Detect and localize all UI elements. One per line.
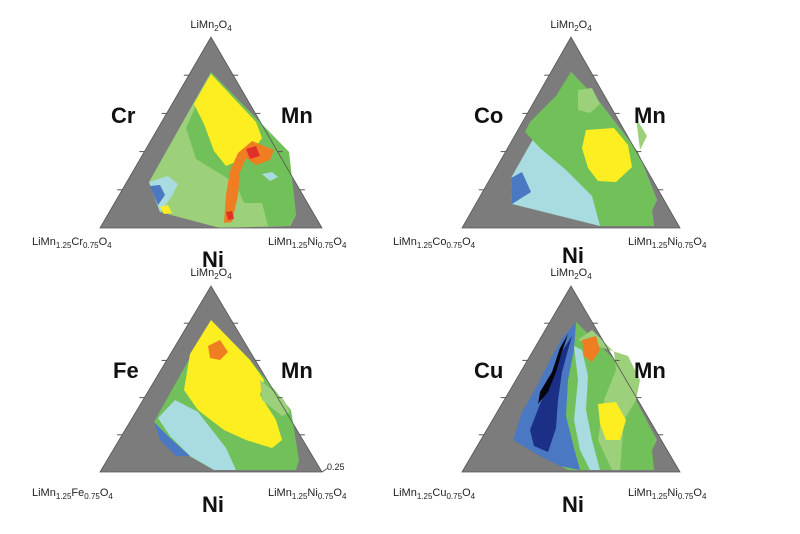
side-label-bottom: Ni: [202, 492, 224, 517]
panel-fe: 0.25 LiMn2O4 LiMn1.25Fe0.75O4 LiMn1.25Ni…: [32, 267, 347, 517]
triangle-outline: [99, 36, 323, 229]
corner-label-left: LiMn1.25Co0.75O4: [393, 236, 476, 250]
corner-label-right: LiMn1.25Ni0.75O4: [628, 236, 707, 250]
side-label-right: Mn: [281, 358, 313, 383]
contour-map: [513, 322, 657, 470]
corner-label-top: LiMn2O4: [550, 267, 592, 281]
side-label-right: Mn: [634, 103, 666, 128]
side-label-left: Cu: [474, 358, 503, 383]
triangle-outline: [461, 36, 681, 229]
corner-label-right: LiMn1.25Ni0.75O4: [628, 487, 707, 501]
corner-label-left: LiMn1.25Cu0.75O4: [393, 487, 476, 501]
triangle-outline: [99, 285, 323, 473]
corner-label-top: LiMn2O4: [190, 267, 232, 281]
corner-label-top: LiMn2O4: [550, 19, 592, 33]
corner-label-left: LiMn1.25Fe0.75O4: [32, 487, 113, 501]
tick-marks: [117, 322, 329, 473]
side-label-right: Mn: [634, 358, 666, 383]
tick-marks: [117, 74, 305, 191]
side-label-bottom: Ni: [562, 243, 584, 268]
triangle-outline: [461, 285, 681, 473]
contour-map: [511, 72, 657, 226]
tick-marks: [478, 322, 664, 436]
tick-marks: [478, 74, 664, 191]
side-label-left: Co: [474, 103, 503, 128]
side-label-bottom: Ni: [562, 492, 584, 517]
side-label-left: Cr: [111, 103, 136, 128]
contour-map: [154, 320, 299, 470]
contour-map: [149, 72, 296, 228]
panel-cr: LiMn2O4 LiMn1.25Cr0.75O4 LiMn1.25Ni0.75O…: [32, 19, 347, 272]
tick-label: 0.25: [327, 462, 345, 472]
side-label-right: Mn: [281, 103, 313, 128]
panel-cu: LiMn2O4 LiMn1.25Cu0.75O4 LiMn1.25Ni0.75O…: [393, 267, 707, 517]
corner-label-top: LiMn2O4: [190, 19, 232, 33]
panel-co: LiMn2O4 LiMn1.25Co0.75O4 LiMn1.25Ni0.75O…: [393, 19, 707, 268]
corner-label-right: LiMn1.25Ni0.75O4: [268, 236, 347, 250]
corner-label-right: LiMn1.25Ni0.75O4: [268, 487, 347, 501]
corner-label-left: LiMn1.25Cr0.75O4: [32, 236, 112, 250]
side-label-bottom: Ni: [202, 247, 224, 272]
side-label-left: Fe: [113, 358, 139, 383]
